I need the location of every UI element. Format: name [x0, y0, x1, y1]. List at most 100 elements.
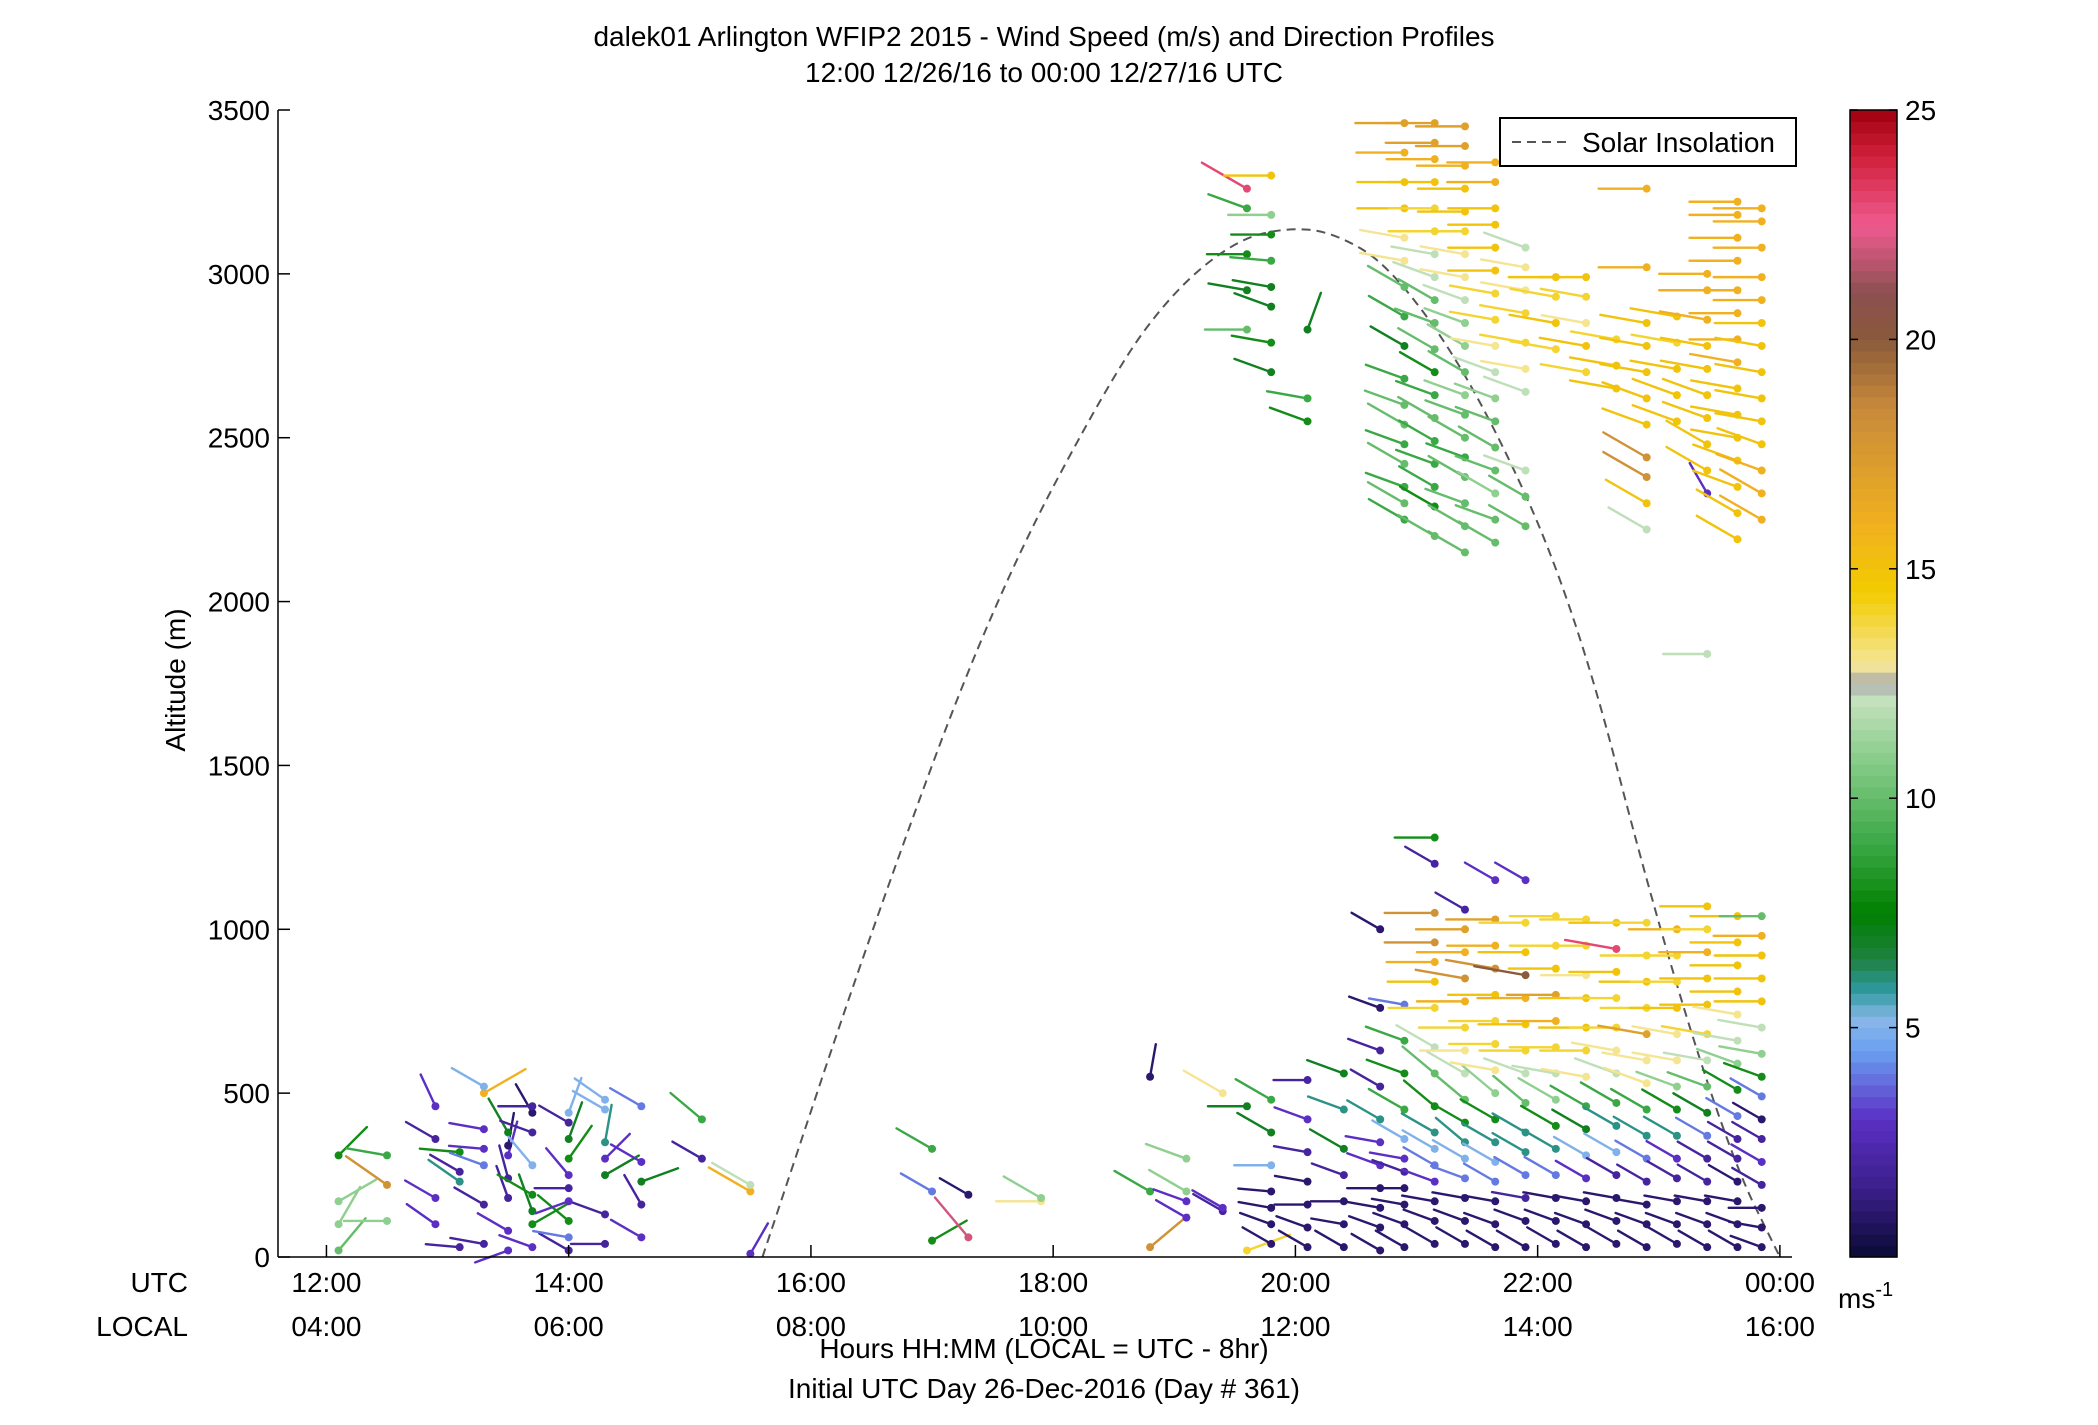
wind-barb-shaft [448, 1121, 486, 1131]
wind-barb-shaft [1147, 1168, 1188, 1193]
wind-barb-shaft [895, 1127, 934, 1151]
y-tick-label: 2500 [208, 423, 270, 454]
wind-barb-shaft [345, 1147, 389, 1157]
wind-barb-shaft [1609, 1087, 1648, 1111]
wind-barb-point [1672, 1105, 1681, 1114]
wind-barb-point [1672, 1174, 1681, 1183]
x-axis-label: Hours HH:MM (LOCAL = UTC - 8hr) [819, 1333, 1268, 1364]
wind-barb-shaft [1495, 1229, 1527, 1249]
wind-barb-shaft [1599, 313, 1648, 325]
wind-barb-point [1733, 1112, 1742, 1121]
colorbar-segment [1850, 121, 1897, 134]
wind-barb-point [1267, 171, 1276, 180]
wind-barb-point [1642, 918, 1651, 927]
wind-barb-point [1703, 902, 1712, 911]
wind-barb-point [564, 1233, 573, 1242]
wind-barb-shaft [1374, 1229, 1406, 1249]
wind-barb-shaft [1372, 1211, 1406, 1226]
wind-barb-shaft [1705, 1096, 1739, 1118]
wind-barb-shaft [1306, 1058, 1346, 1075]
wind-barb-point [479, 1089, 488, 1098]
colorbar-segment [1850, 1222, 1897, 1235]
wind-barb-shaft [1647, 1226, 1679, 1246]
colorbar-segment [1850, 488, 1897, 501]
wind-barb-point [1521, 387, 1530, 396]
wind-barb-shaft [517, 1173, 534, 1213]
wind-barb-shaft [1236, 1111, 1273, 1134]
wind-barb-point [1703, 391, 1712, 400]
wind-barb-shaft [571, 1089, 607, 1111]
wind-barb-point [1733, 938, 1742, 947]
wind-barb-shaft [344, 1155, 389, 1187]
wind-barb-point [1400, 440, 1409, 449]
wind-barb-shaft [1207, 193, 1249, 210]
wind-barb-point [1400, 341, 1409, 350]
wind-barb-point [1460, 184, 1469, 193]
wind-barb-shaft [1673, 1194, 1709, 1203]
wind-barb-point [1612, 1171, 1621, 1180]
wind-barb-point [1430, 958, 1439, 967]
x-tick-label-utc: 12:00 [291, 1267, 361, 1298]
colorbar-frame [1849, 109, 1898, 1258]
wind-barb-shaft [1692, 469, 1739, 489]
colorbar-segment [1850, 626, 1897, 639]
wind-barb-point [1460, 319, 1469, 328]
wind-barb-shaft [1237, 1187, 1273, 1193]
wind-barb-point [1146, 1187, 1155, 1196]
wind-barb-shaft [538, 1104, 570, 1124]
wind-barb-point [1551, 990, 1560, 999]
wind-barb-point [1612, 1148, 1621, 1157]
wind-barb-shaft [1427, 349, 1467, 374]
wind-barb-point [1460, 207, 1469, 216]
y-tick-label: 0 [254, 1242, 270, 1273]
wind-barb-shaft [1731, 1101, 1763, 1121]
colorbar: 5 10 15 20 25 ms-1 [1838, 95, 1936, 1314]
wind-barb-shaft [1419, 245, 1467, 256]
wind-barb-point [1521, 1148, 1530, 1157]
wind-barb-shaft [1429, 1164, 1467, 1180]
wind-barb-point [1521, 364, 1530, 373]
wind-barb-shaft [424, 1243, 461, 1249]
wind-barb-shaft [337, 1217, 367, 1252]
colorbar-segment [1850, 786, 1897, 799]
wind-barb-shaft [1521, 1128, 1558, 1151]
wind-barb-shaft [1551, 1108, 1588, 1131]
wind-barb-shaft [1423, 379, 1467, 397]
wind-barb-shaft [1238, 1211, 1273, 1226]
wind-barb-point [1757, 368, 1766, 377]
wind-barb-shaft [1191, 1189, 1224, 1210]
wind-barb-shaft [1346, 1200, 1382, 1210]
wind-barb-shaft [1707, 1229, 1739, 1249]
wind-barb-point [1400, 1154, 1409, 1163]
colorbar-segment [1850, 190, 1897, 203]
wind-barb-point [1612, 994, 1621, 1003]
wind-barb-shaft [1635, 1070, 1679, 1088]
colorbar-segment [1850, 373, 1897, 386]
wind-barb-point [1430, 204, 1439, 213]
wind-barb-shaft [1539, 362, 1588, 374]
wind-barb-shaft [1523, 1155, 1558, 1177]
chart-title-group: dalek01 Arlington WFIP2 2015 - Wind Spee… [593, 21, 1494, 88]
wind-barb-shaft [1231, 278, 1273, 289]
wind-barb-shaft [1585, 1156, 1618, 1177]
wind-barb-point [1303, 1076, 1312, 1085]
wind-barb-point [334, 1151, 343, 1160]
wind-barb-shaft [1728, 1220, 1763, 1229]
wind-barb-shaft [1394, 379, 1436, 397]
colorbar-segment [1850, 752, 1897, 765]
x-tick-label-local: 12:00 [1260, 1311, 1330, 1342]
wind-barb-shaft [1729, 1234, 1763, 1249]
wind-barb-shaft [1646, 1160, 1679, 1180]
wind-barb-point [1733, 286, 1742, 295]
wind-barb-point [1491, 515, 1500, 524]
wind-barb-point [1376, 925, 1385, 934]
wind-barb-point [1460, 391, 1469, 400]
wind-barb-point [1267, 1095, 1276, 1104]
wind-barb-point [383, 1216, 392, 1225]
wind-barb-shaft [1347, 1037, 1382, 1052]
wind-barb-point [1703, 269, 1712, 278]
wind-barb-point [1582, 1174, 1591, 1183]
wind-barb-point [1430, 977, 1439, 986]
x-tick-label-local: 14:00 [1503, 1311, 1573, 1342]
